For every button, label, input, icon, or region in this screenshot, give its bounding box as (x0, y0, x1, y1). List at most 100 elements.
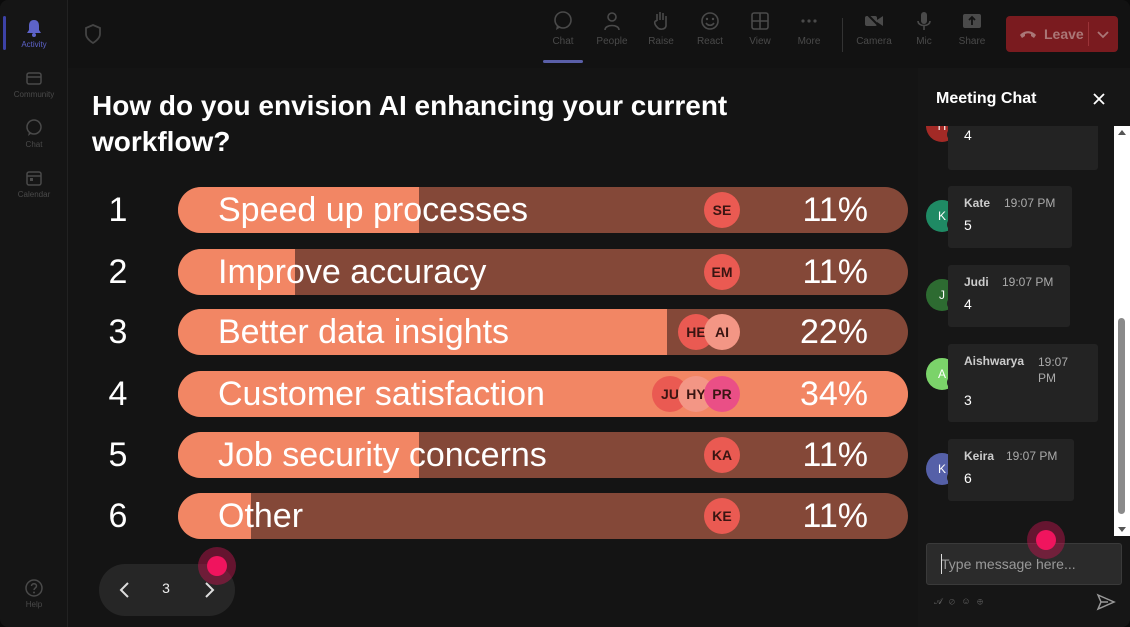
option-label: Speed up processes (218, 191, 528, 229)
option-percent: 11% (802, 497, 868, 535)
poll-option: 6 Other KE 11% (92, 493, 910, 539)
option-bar-fill (178, 371, 908, 417)
people-icon (604, 12, 620, 31)
toolbar-raise-button[interactable]: Raise (639, 10, 683, 60)
chat-message-list: HHyacinth19:07 PM4KKate19:07 PM5JJudi19:… (918, 126, 1116, 534)
voter-avatar: KA (704, 437, 740, 473)
option-percent: 34% (799, 375, 868, 413)
toolbar-label: Share (958, 36, 986, 47)
rail-community[interactable]: Community (0, 58, 68, 108)
toolbar-divider (842, 18, 843, 52)
chat-time: 19:07 PM (1004, 196, 1056, 210)
scroll-up-arrow[interactable] (1118, 130, 1126, 135)
toolbar-people-button[interactable]: People (590, 10, 634, 60)
toolbar-label: People (596, 36, 628, 47)
chat-message: Hyacinth19:07 PM4 (948, 126, 1098, 170)
poll-option: 1 Speed up processes SE 11% (92, 187, 910, 233)
rail-label: Help (25, 599, 43, 609)
rail-help[interactable]: Help (0, 568, 68, 618)
chevron-down-icon[interactable] (1094, 25, 1112, 43)
option-number: 4 (108, 375, 128, 413)
meeting-toolbar: Chat People Raise React View More Camera (68, 0, 1130, 68)
rail-label: Chat (25, 139, 43, 149)
toolbar-share-button[interactable]: Share (950, 10, 994, 60)
send-icon[interactable] (1096, 592, 1116, 612)
option-bar-fill (178, 432, 419, 478)
chat-sender: Kate (964, 196, 991, 210)
option-bar: Customer satisfaction JU HY PR 34% (178, 371, 908, 417)
text-caret (941, 554, 942, 574)
toolbar-label: Raise (648, 36, 674, 47)
toolbar-mic-button[interactable]: Mic (902, 10, 946, 60)
chevron-right-icon[interactable] (197, 578, 221, 602)
toolbar-view-button[interactable]: View (738, 10, 782, 60)
more-icon (801, 19, 817, 23)
toolbar-label: Camera (856, 36, 892, 47)
chat-icon (554, 11, 572, 30)
option-label: Job security concerns (218, 436, 547, 474)
mic-icon (917, 12, 931, 30)
option-label: Improve accuracy (218, 253, 487, 291)
option-number: 1 (108, 191, 128, 229)
voter-avatar: KE (704, 498, 740, 534)
leave-button[interactable]: Leave (1006, 16, 1118, 52)
option-percent: 22% (799, 313, 868, 351)
hand-icon (653, 12, 667, 30)
rail-activity[interactable]: Activity (0, 8, 68, 58)
rail-label: Community (13, 89, 55, 99)
cursor-indicator (1027, 521, 1065, 559)
option-bar: Speed up processes SE 11% (178, 187, 908, 233)
shield-icon (85, 24, 101, 44)
rail-calendar[interactable]: Calendar (0, 158, 68, 208)
option-bar: Job security concerns KA 11% (178, 432, 908, 478)
toolbar-label: More (797, 36, 821, 47)
format-tools[interactable]: 𝒜 ⊘ ☺ ⊕ (934, 596, 985, 606)
toolbar-label: Chat (552, 36, 574, 47)
chevron-left-icon[interactable] (113, 578, 137, 602)
chat-sender: Aishwarya (964, 354, 1025, 368)
community-icon (26, 71, 42, 85)
voter-avatar: EM (704, 254, 740, 290)
toolbar-label: View (749, 36, 771, 47)
rail-label: Activity (21, 39, 47, 49)
option-number: 5 (108, 436, 128, 474)
cursor-indicator (198, 547, 236, 585)
chat-time: 19:07 PM (1002, 275, 1054, 289)
page-number: 3 (162, 580, 170, 596)
option-bar-fill (178, 493, 251, 539)
chat-time: 19:07 PM (1038, 355, 1069, 385)
option-number: 6 (108, 497, 128, 535)
chat-text: 4 (964, 296, 972, 312)
chat-message: Judi 19:07 PM 4 (948, 265, 1070, 327)
toolbar-label: React (696, 36, 724, 47)
voter-avatar: SE (704, 192, 740, 228)
toolbar-react-button[interactable]: React (688, 10, 732, 60)
calendar-icon (26, 170, 42, 186)
chat-bubble-icon (26, 118, 42, 136)
scroll-down-arrow[interactable] (1118, 527, 1126, 532)
voter-avatar: PR (704, 376, 740, 412)
toolbar-more-button[interactable]: More (787, 10, 831, 60)
option-bar: Improve accuracy EM 11% (178, 249, 908, 295)
toolbar-label: Mic (916, 36, 932, 47)
poll-option: 5 Job security concerns KA 11% (92, 432, 910, 478)
rail-chat[interactable]: Chat (0, 108, 68, 158)
voter-avatar: AI (704, 314, 740, 350)
toolbar-chat-button[interactable]: Chat (541, 10, 585, 63)
smiley-icon (701, 12, 719, 30)
chat-input-placeholder: Type message here... (941, 556, 1076, 572)
option-percent: 11% (802, 191, 868, 229)
close-icon[interactable] (1090, 90, 1108, 108)
chat-scrollbar[interactable] (1114, 126, 1130, 536)
chat-sender: Keira (964, 449, 995, 463)
chat-text: 4 (964, 127, 972, 143)
toolbar-camera-button[interactable]: Camera (852, 10, 896, 60)
scroll-thumb[interactable] (1118, 318, 1125, 514)
chat-title: Meeting Chat (936, 90, 1037, 107)
option-bar-fill (178, 249, 295, 295)
chat-message: Aishwarya 19:07 PM 3 (948, 344, 1098, 422)
option-percent: 11% (802, 253, 868, 291)
option-bar-fill (178, 187, 419, 233)
chat-message-input[interactable]: Type message here... (926, 543, 1122, 585)
